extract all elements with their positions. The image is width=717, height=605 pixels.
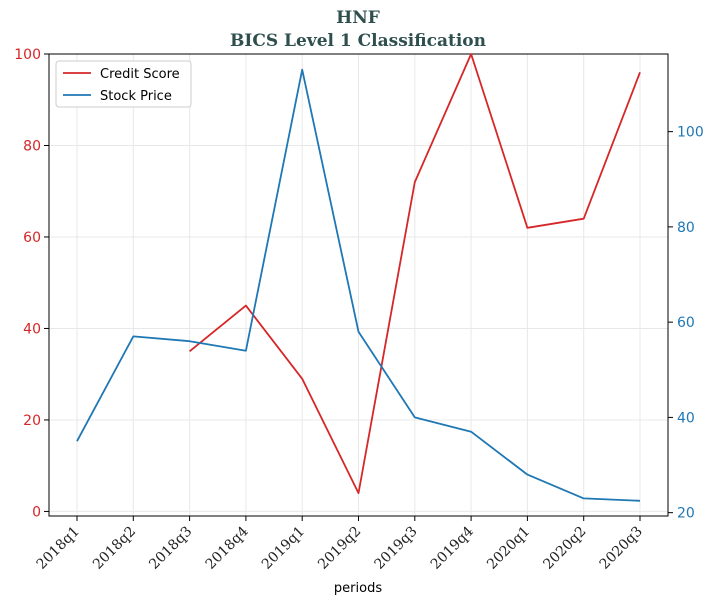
left-tick-label: 0	[32, 504, 41, 520]
x-tick-label: 2018q1	[34, 524, 83, 573]
x-tick-label: 2019q4	[428, 523, 477, 572]
x-tick-label: 2020q1	[484, 524, 533, 573]
chart-title: HNF	[336, 8, 380, 28]
left-axis: 0 20 40 60 80 100	[14, 47, 49, 520]
x-tick-label: 2019q3	[371, 524, 420, 573]
right-axis: 20 40 60 80 100	[668, 125, 704, 522]
x-axis: 2018q1 2018q2 2018q3 2018q4 2019q1 2019q2 2019…	[34, 516, 646, 573]
right-tick-label: 40	[677, 410, 695, 426]
grid-lines	[49, 53, 668, 516]
right-tick-label: 60	[677, 315, 695, 331]
x-axis-label: periods	[334, 581, 382, 596]
left-tick-label: 80	[23, 138, 41, 154]
right-tick-label: 20	[677, 506, 695, 522]
left-tick-label: 60	[23, 230, 41, 246]
x-tick-label: 2020q2	[540, 524, 589, 573]
right-tick-label: 80	[677, 220, 695, 236]
left-tick-label: 20	[23, 413, 41, 429]
x-tick-label: 2019q2	[315, 524, 364, 573]
x-tick-label: 2019q1	[259, 524, 308, 573]
x-tick-label: 2018q3	[146, 524, 195, 573]
legend-credit-score-label: Credit Score	[100, 67, 180, 82]
stock-price-line	[76, 68, 641, 502]
chart-subtitle: BICS Level 1 Classification	[230, 31, 486, 51]
x-tick-label: 2018q2	[90, 524, 139, 573]
left-tick-label: 40	[23, 321, 41, 337]
left-tick-label: 100	[14, 47, 41, 63]
series-lines	[76, 53, 641, 502]
x-tick-label: 2020q3	[597, 524, 646, 573]
legend-stock-price-label: Stock Price	[100, 89, 172, 104]
legend: Credit Score Stock Price	[55, 60, 192, 108]
right-tick-label: 100	[677, 125, 704, 141]
credit-score-line	[189, 53, 641, 494]
x-tick-label: 2018q4	[203, 523, 252, 572]
